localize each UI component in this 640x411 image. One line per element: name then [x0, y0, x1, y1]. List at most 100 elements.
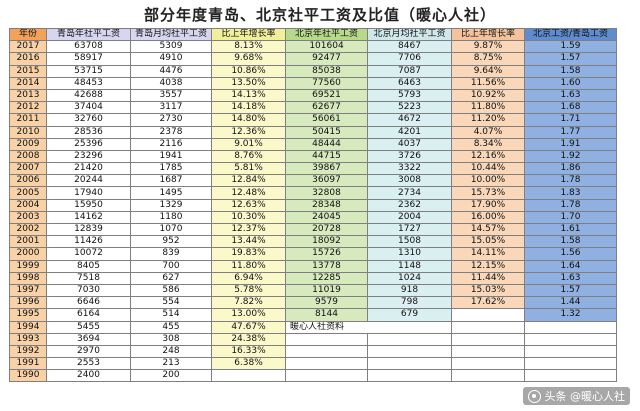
- header-qingdao-annual-wage: 青岛年社平工资: [46, 27, 131, 42]
- header-beijing-qingdao-ratio: 北京工资/青岛工资: [524, 27, 617, 42]
- table-row: 2009 25396 2116 9.01% 48444 4037 8.34% 1.91: [9, 137, 617, 151]
- cell-ratio: 1.92: [524, 149, 617, 164]
- cell-beijing-rate: 11.80%: [451, 101, 525, 115]
- cell-ratio: 1.86: [524, 162, 617, 176]
- header-beijing-annual-wage: 北京年社平工资: [285, 27, 368, 42]
- cell-qingdao-rate: 14.18%: [211, 101, 286, 115]
- cell-qingdao-annual: 7518: [46, 271, 131, 285]
- cell-beijing-monthly: 1310: [367, 247, 452, 261]
- cell-beijing-annual: 24045: [285, 210, 368, 225]
- cell-year: 1998: [9, 271, 47, 285]
- cell-beijing-annual: [285, 369, 368, 383]
- cell-qingdao-rate: 7.82%: [211, 296, 286, 310]
- cell-qingdao-annual: 2400: [46, 369, 131, 383]
- cell-qingdao-rate: 12.36%: [211, 125, 286, 139]
- cell-qingdao-monthly: 839: [130, 247, 212, 261]
- cell-qingdao-annual: 8405: [46, 259, 131, 273]
- cell-beijing-rate: 15.05%: [451, 235, 525, 249]
- cell-qingdao-annual: 21420: [46, 162, 131, 176]
- cell-ratio: 1.32: [524, 308, 617, 322]
- cell-beijing-monthly: [367, 344, 452, 359]
- table-row: 1995 6164 514 13.00% 8144 679 1.32: [9, 308, 617, 322]
- cell-qingdao-monthly: 1941: [130, 149, 212, 164]
- table-row: 1998 7518 627 6.94% 12285 1024 11.44% 1.63: [9, 271, 617, 285]
- cell-beijing-annual: 20728: [285, 222, 368, 237]
- cell-beijing-annual: 13778: [285, 259, 368, 273]
- table-row: 1999 8405 700 11.80% 13778 1148 12.15% 1.64: [9, 259, 617, 273]
- cell-ratio: [524, 320, 617, 334]
- cell-beijing-annual: 28348: [285, 198, 368, 212]
- cell-beijing-rate: 9.87%: [451, 40, 525, 54]
- cell-beijing-annual: [285, 357, 368, 371]
- cell-year: 2003: [9, 210, 47, 225]
- cell-beijing-annual: 69521: [285, 88, 368, 103]
- table-row: 2011 32760 2730 14.80% 56061 4672 11.20% 1.71: [9, 113, 617, 127]
- table-row: 2014 48453 4038 13.50% 77560 6463 11.56% 1.60: [9, 76, 617, 90]
- cell-year: 2012: [9, 101, 47, 115]
- cell-beijing-monthly: 3726: [367, 149, 452, 164]
- cell-beijing-rate: [451, 357, 525, 371]
- cell-beijing-monthly: 1024: [367, 271, 452, 285]
- cell-beijing-annual: 44715: [285, 149, 368, 164]
- cell-qingdao-annual: 10072: [46, 247, 131, 261]
- source-note: 暖心人社资料: [285, 320, 452, 334]
- cell-beijing-monthly: [367, 332, 452, 346]
- cell-beijing-annual: 39867: [285, 162, 368, 176]
- cell-beijing-rate: 4.07%: [451, 125, 525, 139]
- cell-ratio: 1.59: [524, 40, 617, 54]
- cell-ratio: 1.70: [524, 210, 617, 225]
- cell-beijing-monthly: 2004: [367, 210, 452, 225]
- cell-ratio: 1.57: [524, 52, 617, 66]
- cell-year: 2010: [9, 125, 47, 139]
- cell-qingdao-rate: 10.86%: [211, 64, 286, 78]
- cell-qingdao-annual: 28536: [46, 125, 131, 139]
- cell-beijing-monthly: 8467: [367, 40, 452, 54]
- cell-beijing-rate: 15.03%: [451, 283, 525, 298]
- cell-qingdao-rate: 6.94%: [211, 271, 286, 285]
- cell-ratio: [524, 332, 617, 346]
- cell-beijing-monthly: [367, 357, 452, 371]
- table-row: 2003 14162 1180 10.30% 24045 2004 16.00% 1.70: [9, 210, 617, 225]
- cell-beijing-rate: 17.90%: [451, 198, 525, 212]
- page-title: 部分年度青岛、北京社平工资及比值（暖心人社）: [143, 6, 496, 24]
- table-row: 2015 53715 4476 10.86% 85038 7087 9.64% 1.58: [9, 64, 617, 78]
- table-row: 2000 10072 839 19.83% 15726 1310 14.11% 1.56: [9, 247, 617, 261]
- cell-beijing-rate: 8.75%: [451, 52, 525, 66]
- cell-qingdao-monthly: 514: [130, 308, 212, 322]
- cell-beijing-monthly: 798: [367, 296, 452, 310]
- cell-qingdao-annual: 6164: [46, 308, 131, 322]
- cell-qingdao-monthly: 200: [130, 369, 212, 383]
- cell-beijing-annual: 56061: [285, 113, 368, 127]
- cell-qingdao-monthly: 308: [130, 332, 212, 346]
- cell-qingdao-monthly: 3557: [130, 88, 212, 103]
- cell-beijing-annual: [285, 344, 368, 359]
- cell-year: 2006: [9, 174, 47, 188]
- cell-year: 1999: [9, 259, 47, 273]
- cell-qingdao-monthly: 2730: [130, 113, 212, 127]
- cell-year: 2015: [9, 64, 47, 78]
- cell-ratio: 1.78: [524, 174, 617, 188]
- cell-qingdao-monthly: 4476: [130, 64, 212, 78]
- table-row: 1994 5455 455 47.67% 暖心人社资料: [9, 320, 617, 334]
- cell-qingdao-annual: 6646: [46, 296, 131, 310]
- cell-beijing-annual: 62677: [285, 101, 368, 115]
- cell-qingdao-annual: 48453: [46, 76, 131, 90]
- cell-qingdao-monthly: 1785: [130, 162, 212, 176]
- cell-qingdao-monthly: 4910: [130, 52, 212, 66]
- cell-qingdao-monthly: 952: [130, 235, 212, 249]
- cell-beijing-annual: 92477: [285, 52, 368, 66]
- cell-beijing-monthly: 7087: [367, 64, 452, 78]
- cell-qingdao-monthly: 3117: [130, 101, 212, 115]
- cell-beijing-annual: 11019: [285, 283, 368, 298]
- cell-beijing-rate: 17.62%: [451, 296, 525, 310]
- cell-beijing-rate: [451, 344, 525, 359]
- cell-beijing-monthly: 4201: [367, 125, 452, 139]
- cell-qingdao-rate: 13.00%: [211, 308, 286, 322]
- cell-beijing-monthly: 4672: [367, 113, 452, 127]
- cell-year: 2007: [9, 162, 47, 176]
- cell-beijing-annual: 48444: [285, 137, 368, 151]
- cell-qingdao-annual: 17940: [46, 186, 131, 200]
- cell-qingdao-rate: 8.13%: [211, 40, 286, 54]
- cell-year: 1992: [9, 344, 47, 359]
- table-row: 2002 12839 1070 12.37% 20728 1727 14.57% 1.61: [9, 222, 617, 237]
